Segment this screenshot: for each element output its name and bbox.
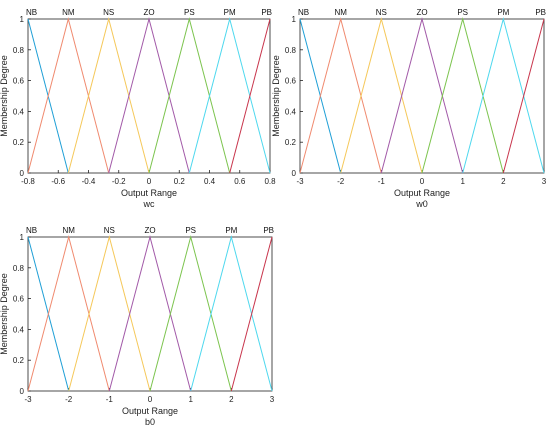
chart-caption: b0 (145, 417, 155, 427)
mf-line-pm (188, 17, 271, 174)
x-tick-label: -2 (337, 177, 345, 186)
mf-label-ps: PS (457, 8, 468, 17)
x-tick-label: -0.8 (21, 177, 35, 186)
chart-caption: wc (143, 199, 155, 209)
x-tick-label: -2 (65, 395, 73, 404)
mf-label-nm: NM (334, 8, 347, 17)
mf-label-ns: NS (376, 8, 387, 17)
y-tick-label: 0.2 (13, 356, 25, 365)
y-tick-label: 0.2 (13, 138, 25, 147)
mf-label-nb: NB (298, 8, 309, 17)
mf-label-pb: PB (263, 226, 274, 235)
y-tick-label: 1 (292, 15, 297, 24)
y-tick-label: 1 (20, 15, 25, 24)
x-tick-label: 3 (542, 177, 547, 186)
y-tick-label: 0 (20, 387, 25, 396)
y-tick-label: 0.4 (13, 107, 25, 116)
y-tick-label: 0.4 (13, 325, 25, 334)
x-tick-label: -3 (24, 395, 32, 404)
chart-wc: -0.8 -0.6 -0.4 -0.2 0 0.2 0.4 0.6 0.8 0 0.2 0.4 0.6 0… (0, 8, 276, 209)
plot-area-w0 (299, 18, 545, 174)
mf-label-nb: NB (26, 8, 37, 17)
x-axis-label: Output Range (122, 406, 178, 416)
mf-line-ps (149, 235, 232, 392)
mf-line-zo (380, 17, 464, 174)
mf-label-pm: PM (224, 8, 236, 17)
mf-label-zo: ZO (144, 226, 155, 235)
mf-label-ps: PS (184, 8, 195, 17)
y-axis-label: Membership Degree (0, 55, 9, 137)
x-tick-label: -0.6 (51, 177, 65, 186)
mf-label-ps: PS (185, 226, 196, 235)
x-tick-label: 1 (460, 177, 465, 186)
plot-area-wc (27, 18, 271, 174)
mf-label-pb: PB (261, 8, 272, 17)
x-tick-label: -1 (106, 395, 114, 404)
x-tick-label: 0.6 (234, 177, 246, 186)
mf-line-ns (68, 235, 151, 392)
mf-line-pb (502, 18, 545, 174)
mf-line-nm (299, 17, 382, 174)
mf-label-pb: PB (535, 8, 546, 17)
x-axis-label: Output Range (121, 188, 177, 198)
mf-line-pm (190, 235, 273, 392)
y-tick-label: 0.6 (285, 77, 297, 86)
mf-line-pm (462, 17, 545, 174)
mf-label-zo: ZO (416, 8, 427, 17)
x-tick-label: -0.2 (112, 177, 126, 186)
mf-line-pb (229, 18, 271, 174)
y-tick-label: 0.6 (13, 77, 25, 86)
y-tick-label: 0.4 (285, 107, 297, 116)
x-tick-label: 0.8 (264, 177, 276, 186)
x-tick-label: -1 (378, 177, 386, 186)
y-axis-label: Membership Degree (0, 273, 9, 355)
chart-caption: w0 (415, 199, 428, 209)
mf-line-ps (148, 17, 231, 174)
mf-label-pm: PM (497, 8, 509, 17)
y-tick-label: 0.8 (13, 46, 25, 55)
mf-line-nm (27, 235, 110, 392)
mf-line-ps (421, 17, 504, 174)
plot-area-b0 (27, 236, 273, 392)
mf-line-zo (108, 17, 190, 174)
x-tick-label: -3 (296, 177, 304, 186)
y-tick-label: 0.2 (285, 138, 297, 147)
x-tick-label: 2 (501, 177, 506, 186)
mf-label-ns: NS (103, 8, 114, 17)
y-tick-label: 0.6 (13, 295, 25, 304)
x-tick-label: 0.4 (204, 177, 216, 186)
y-tick-label: 0 (292, 169, 297, 178)
y-tick-label: 1 (20, 233, 25, 242)
x-tick-label: 3 (270, 395, 275, 404)
x-tick-label: 0.2 (174, 177, 186, 186)
mf-line-zo (108, 235, 192, 392)
x-tick-label: 0 (148, 395, 153, 404)
mf-label-nm: NM (62, 8, 75, 17)
mf-label-nb: NB (26, 226, 37, 235)
x-tick-label: 1 (188, 395, 193, 404)
mf-label-pm: PM (225, 226, 237, 235)
x-tick-label: 0 (420, 177, 425, 186)
x-tick-label: -0.4 (82, 177, 96, 186)
x-tick-label: 0 (147, 177, 152, 186)
x-axis-label: Output Range (394, 188, 450, 198)
mf-line-ns (67, 17, 150, 174)
mf-label-nm: NM (62, 226, 75, 235)
y-tick-label: 0.8 (285, 46, 297, 55)
mf-line-nm (27, 17, 110, 174)
mf-line-pb (230, 236, 273, 392)
mf-label-zo: ZO (143, 8, 154, 17)
mf-label-ns: NS (104, 226, 115, 235)
y-axis-label: Membership Degree (271, 55, 281, 137)
y-tick-label: 0.8 (13, 264, 25, 273)
y-tick-label: 0 (20, 169, 25, 178)
mf-line-ns (340, 17, 423, 174)
x-tick-label: 2 (229, 395, 234, 404)
